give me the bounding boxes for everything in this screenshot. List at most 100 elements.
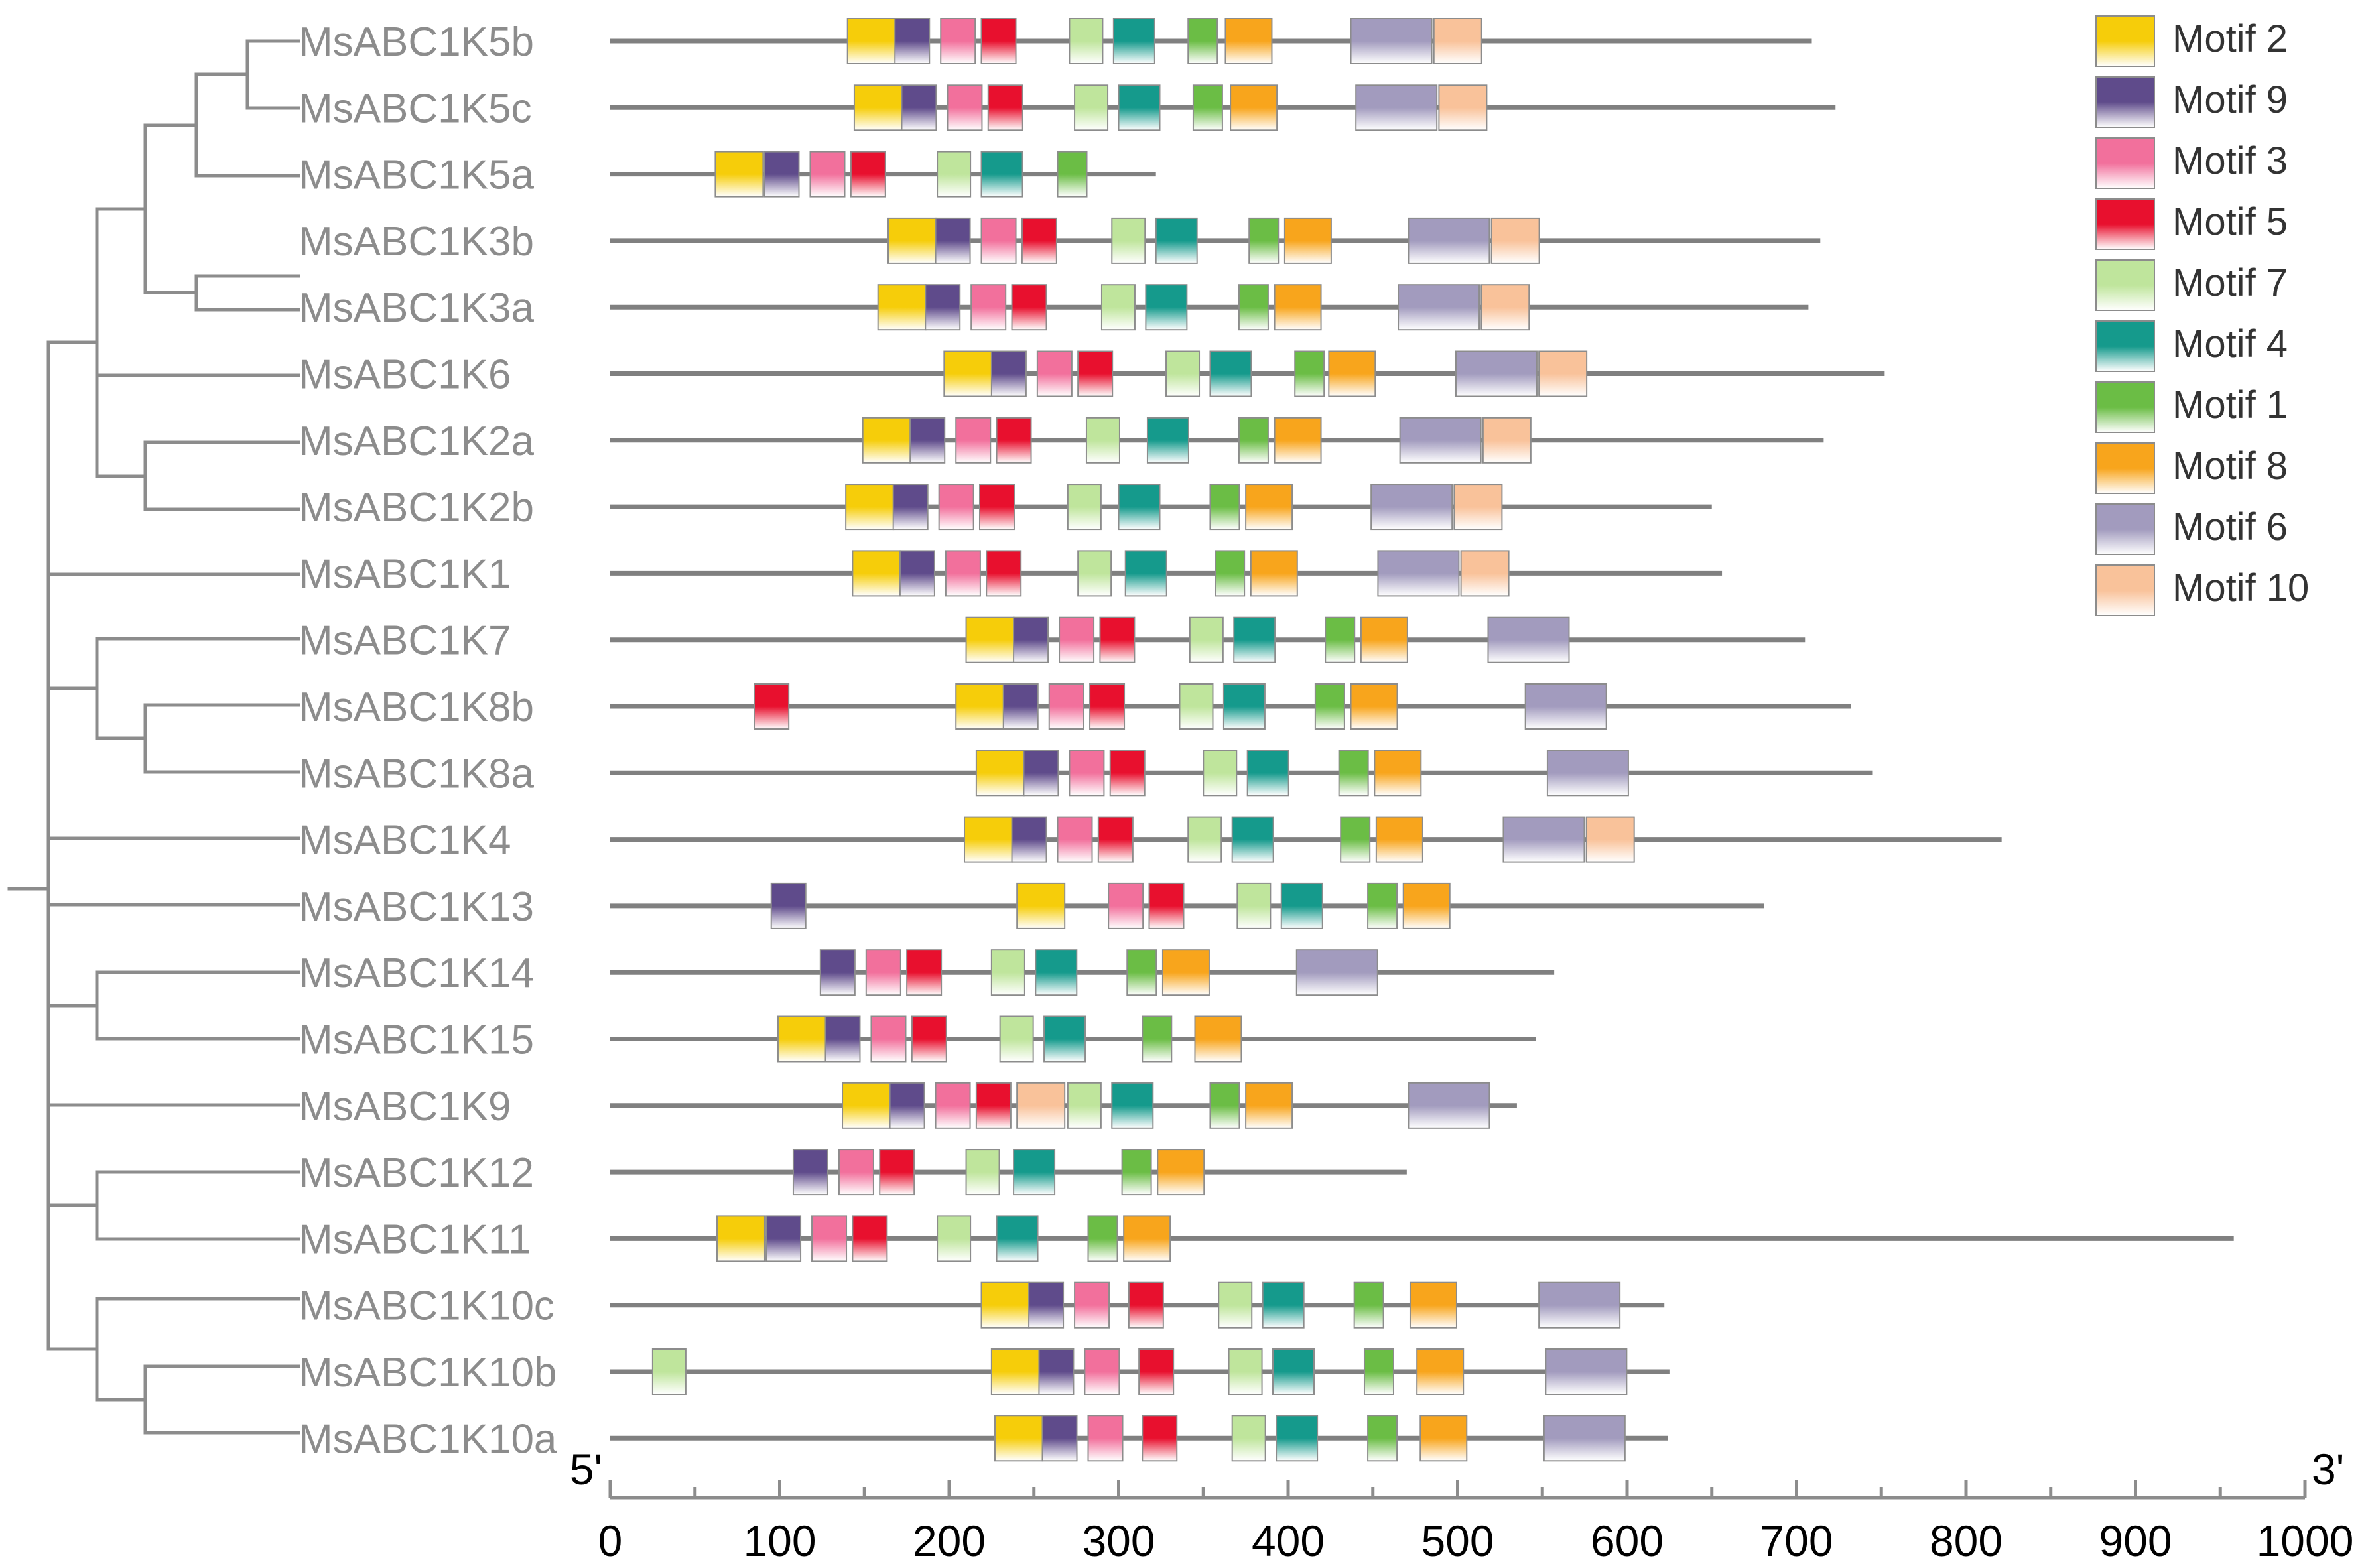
motif-box-msabc1k5b-8-m6 (1350, 18, 1433, 64)
motif-box-msabc1k2a-4-m7 (1085, 417, 1120, 464)
motif-box-msabc1k7-1-m9 (1013, 616, 1049, 663)
gene-label-msabc1k12: MsABC1K12 (298, 1150, 534, 1196)
five-prime-label: 5' (570, 1445, 602, 1494)
motif-box-msabc1k10b-8-m8 (1416, 1348, 1465, 1395)
motif-box-msabc1k2b-3-m5 (978, 484, 1015, 531)
legend-swatch-motif-2 (2095, 15, 2155, 67)
tree-branch-k11-k10 (46, 1203, 99, 1351)
motif-box-msabc1k10a-3-m5 (1142, 1415, 1178, 1462)
legend-item-motif-5: Motif 5 (2095, 198, 2288, 250)
motif-box-msabc1k5b-0-m2 (846, 18, 896, 64)
gene-row-msabc1k3a: MsABC1K3a (298, 284, 1809, 331)
motif-box-msabc1k2a-9-m10 (1482, 417, 1532, 464)
motif-box-msabc1k4-8-m6 (1502, 816, 1585, 863)
motif-box-msabc1k13-0-m9 (770, 882, 807, 929)
motif-box-msabc1k10c-2-m3 (1074, 1281, 1110, 1329)
tree-branch-k5-k3 (143, 123, 198, 294)
motif-box-msabc1k3b-0-m2 (887, 217, 937, 264)
motif-box-msabc1k10c-1-m9 (1028, 1281, 1065, 1329)
motif-box-msabc1k2a-0-m2 (862, 417, 911, 464)
motif-box-msabc1k8a-4-m7 (1203, 750, 1238, 797)
motif-box-msabc1k2a-6-m1 (1238, 417, 1269, 464)
gene-row-msabc1k9: MsABC1K9 (298, 1082, 1517, 1130)
motif-box-msabc1k13-7-m8 (1402, 882, 1451, 929)
legend-label-motif-9: Motif 9 (2172, 78, 2288, 121)
motif-box-msabc1k5c-2-m3 (947, 84, 983, 131)
legend-item-motif-7: Motif 7 (2095, 259, 2288, 311)
motif-box-msabc1k2a-8-m6 (1399, 417, 1482, 464)
motif-box-msabc1k1-2-m3 (945, 550, 981, 597)
motif-box-msabc1k12-5-m1 (1121, 1149, 1152, 1196)
motif-box-msabc1k5c-6-m1 (1192, 84, 1223, 131)
motif-box-msabc1k13-5-m4 (1280, 882, 1323, 929)
motif-box-msabc1k7-8-m6 (1487, 616, 1570, 663)
motif-box-msabc1k10c-6-m1 (1353, 1281, 1384, 1329)
motif-box-msabc1k5b-4-m7 (1069, 18, 1104, 64)
x-axis: 0 100 200 300 400 500 600 700 800 900 1000 5' 3' (570, 1445, 2354, 1565)
tick-label-600: 600 (1591, 1516, 1664, 1565)
motif-box-msabc1k12-4-m4 (1013, 1149, 1056, 1196)
motif-box-msabc1k10a-7-m8 (1419, 1415, 1468, 1462)
motif-box-msabc1k5b-6-m1 (1187, 18, 1218, 64)
motif-box-msabc1k2b-8-m6 (1370, 484, 1453, 531)
motif-box-msabc1k10a-5-m4 (1276, 1415, 1319, 1462)
motif-box-msabc1k5b-1-m9 (894, 18, 931, 64)
tick-label-0: 0 (598, 1516, 623, 1565)
motif-box-msabc1k1-5-m4 (1124, 550, 1167, 597)
motif-box-msabc1k6-1-m9 (990, 350, 1027, 397)
motif-box-msabc1k15-3-m5 (911, 1015, 947, 1063)
motif-box-msabc1k9-9-m6 (1408, 1082, 1490, 1129)
motif-box-msabc1k14-7-m6 (1295, 949, 1378, 996)
motif-box-msabc1k15-4-m7 (999, 1015, 1034, 1063)
legend-swatch-motif-4 (2095, 320, 2155, 372)
gene-row-msabc1k10c: MsABC1K10c (298, 1281, 1665, 1329)
motif-box-msabc1k7-7-m8 (1360, 616, 1408, 663)
tree-branch-k6-clade (95, 207, 300, 478)
motif-box-msabc1k1-6-m1 (1215, 550, 1246, 597)
motif-box-msabc1k8b-4-m5 (1089, 683, 1126, 730)
tree-branch-k2-clade (143, 440, 300, 511)
motif-box-msabc1k14-2-m5 (906, 949, 943, 996)
tree-branch-k3-clade (194, 274, 300, 312)
gene-row-msabc1k6: MsABC1K6 (298, 350, 1885, 398)
motif-box-msabc1k9-8-m8 (1245, 1082, 1293, 1129)
gene-row-msabc1k7: MsABC1K7 (298, 616, 1806, 664)
motif-box-msabc1k3b-7-m8 (1283, 217, 1332, 264)
motif-box-msabc1k14-3-m7 (990, 949, 1025, 996)
motif-box-msabc1k15-6-m1 (1142, 1015, 1173, 1063)
motif-box-msabc1k6-7-m8 (1328, 350, 1376, 397)
motif-box-msabc1k15-5-m4 (1043, 1015, 1086, 1063)
motif-box-msabc1k11-5-m4 (996, 1215, 1039, 1262)
motif-box-msabc1k3a-1-m9 (925, 284, 961, 331)
motif-box-msabc1k6-5-m4 (1209, 350, 1252, 397)
motif-box-msabc1k9-4-m10 (1016, 1082, 1066, 1129)
gene-row-msabc1k13: MsABC1K13 (298, 882, 1764, 930)
motif-box-msabc1k10a-6-m1 (1367, 1415, 1398, 1462)
motif-box-msabc1k11-2-m3 (811, 1215, 848, 1262)
gene-label-msabc1k10b: MsABC1K10b (298, 1350, 557, 1396)
gene-label-msabc1k6: MsABC1K6 (298, 352, 511, 398)
motif-box-msabc1k10a-4-m7 (1231, 1415, 1266, 1462)
motif-box-msabc1k8b-6-m4 (1222, 683, 1266, 730)
motif-box-msabc1k5c-1-m9 (901, 84, 937, 131)
motif-box-msabc1k6-4-m7 (1165, 350, 1201, 397)
tick-label-100: 100 (743, 1516, 816, 1565)
gene-label-msabc1k3a: MsABC1K3a (298, 285, 534, 331)
motif-box-msabc1k3b-9-m10 (1490, 217, 1540, 264)
motif-box-msabc1k10b-6-m4 (1272, 1348, 1315, 1395)
legend-label-motif-2: Motif 2 (2172, 17, 2288, 60)
motif-box-msabc1k13-2-m3 (1108, 882, 1144, 929)
motif-box-msabc1k10b-7-m1 (1363, 1348, 1394, 1395)
motif-box-msabc1k11-4-m7 (937, 1215, 972, 1262)
motif-box-msabc1k9-0-m2 (842, 1082, 891, 1129)
legend-item-motif-6: Motif 6 (2095, 503, 2288, 555)
tree-root (7, 340, 50, 1107)
gene-row-msabc1k1: MsABC1K1 (298, 550, 1723, 597)
legend-item-motif-8: Motif 8 (2095, 442, 2288, 494)
motif-box-msabc1k2b-0-m2 (845, 484, 895, 531)
gene-row-msabc1k12: MsABC1K12 (298, 1149, 1407, 1196)
motif-box-msabc1k8b-7-m1 (1314, 683, 1345, 730)
gene-label-msabc1k13: MsABC1K13 (298, 884, 534, 930)
motif-box-msabc1k12-2-m5 (879, 1149, 915, 1196)
motif-box-msabc1k1-3-m5 (986, 550, 1022, 597)
